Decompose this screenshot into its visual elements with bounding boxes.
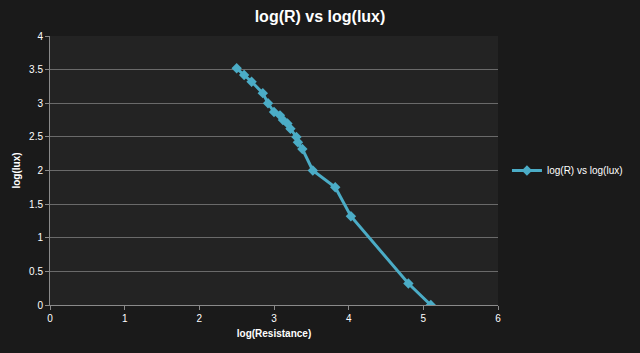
svg-text:log(lux): log(lux) [11,152,22,188]
svg-text:log(R) vs log(lux): log(R) vs log(lux) [255,8,386,25]
svg-text:4: 4 [37,31,43,42]
svg-text:0: 0 [47,313,53,324]
svg-text:3.5: 3.5 [29,64,43,75]
svg-text:1: 1 [122,313,128,324]
svg-text:4: 4 [346,313,352,324]
svg-text:1.5: 1.5 [29,199,43,210]
svg-text:2: 2 [197,313,203,324]
svg-text:5: 5 [421,313,427,324]
svg-text:1: 1 [37,232,43,243]
svg-text:3: 3 [37,98,43,109]
svg-text:0: 0 [37,300,43,311]
svg-text:3: 3 [271,313,277,324]
svg-text:2.5: 2.5 [29,131,43,142]
svg-text:log(Resistance): log(Resistance) [237,328,311,339]
svg-text:6: 6 [495,313,501,324]
svg-text:0.5: 0.5 [29,266,43,277]
svg-text:2: 2 [37,165,43,176]
svg-text:log(R) vs log(lux): log(R) vs log(lux) [547,165,623,176]
